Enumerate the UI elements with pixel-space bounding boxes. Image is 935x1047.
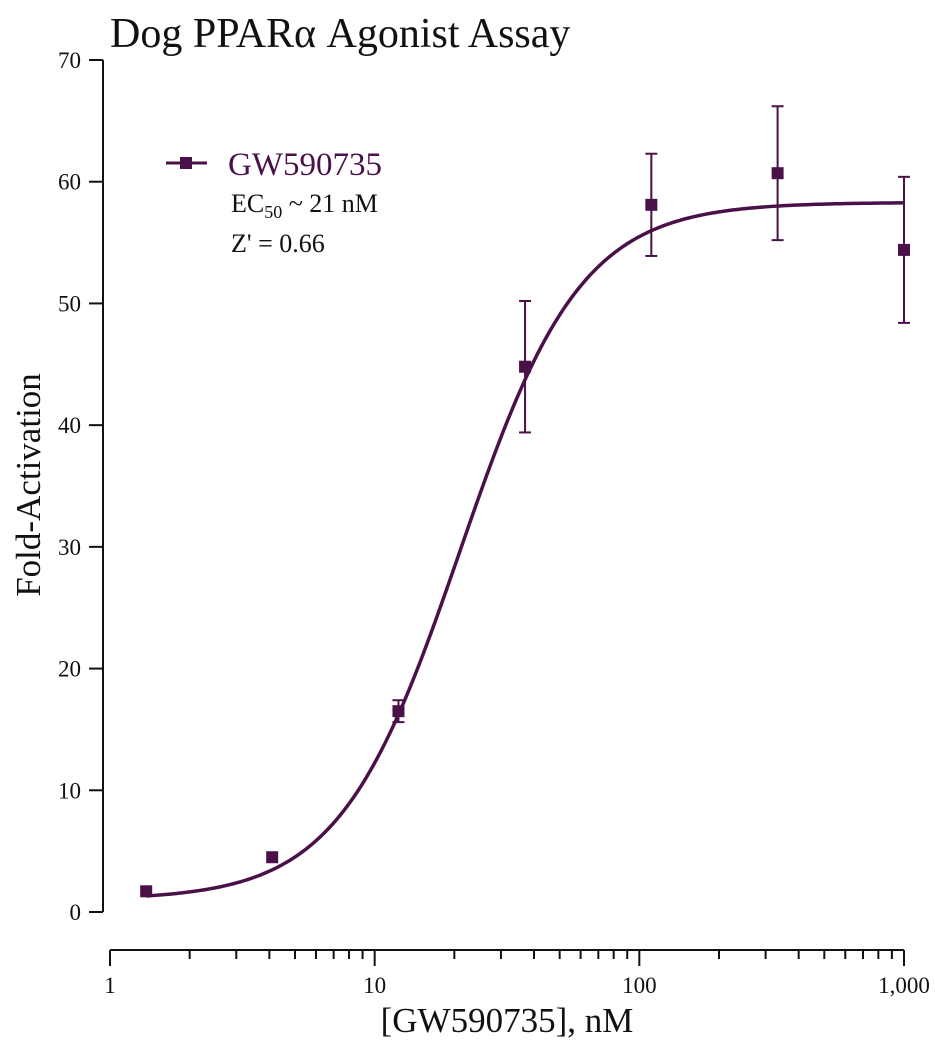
ec50-prefix: EC	[231, 189, 264, 218]
y-tick-label-50: 50	[58, 291, 81, 316]
ec50-suffix: ~ 21 nM	[282, 189, 378, 218]
data-point-5	[771, 167, 784, 180]
x-ticks: 1 10 100 1,000	[104, 950, 930, 998]
y-tick-label-60: 60	[58, 170, 81, 195]
x-tick-label-1: 1	[104, 973, 116, 998]
plot-area	[140, 105, 910, 898]
legend: GW590735	[166, 147, 382, 183]
data-point-6	[898, 243, 910, 256]
data-point-2	[392, 705, 405, 718]
y-tick-label-30: 30	[58, 535, 81, 560]
y-ticks: 0 10 20 30 40 50 60 70	[58, 48, 103, 925]
x-tick-label-100: 100	[622, 973, 657, 998]
y-tick-label-10: 10	[58, 778, 81, 803]
x-tick-label-1000: 1,000	[878, 973, 930, 998]
data-point-0	[140, 885, 153, 898]
y-tick-label-40: 40	[58, 413, 81, 438]
x-axis: 1 10 100 1,000	[104, 949, 930, 998]
ec50-subscript: 50	[264, 202, 282, 222]
x-axis-title: [GW590735], nM	[381, 1001, 634, 1040]
data-point-4	[645, 198, 658, 211]
y-tick-label-20: 20	[58, 657, 81, 682]
legend-marker	[180, 157, 192, 169]
x-tick-label-10: 10	[363, 973, 386, 998]
ec50-annotation: EC50 ~ 21 nM	[231, 189, 378, 222]
chart-title: Dog PPARα Agonist Assay	[110, 11, 570, 57]
y-axis: 0 10 20 30 40 50 60 70	[58, 48, 104, 925]
y-axis-title: Fold-Activation	[9, 373, 48, 597]
y-tick-label-0: 0	[70, 900, 82, 925]
data-point-1	[266, 851, 279, 864]
data-point-3	[519, 360, 532, 373]
z-prime-annotation: Z' = 0.66	[231, 229, 325, 258]
legend-label: GW590735	[228, 147, 382, 183]
y-tick-label-70: 70	[58, 48, 81, 73]
